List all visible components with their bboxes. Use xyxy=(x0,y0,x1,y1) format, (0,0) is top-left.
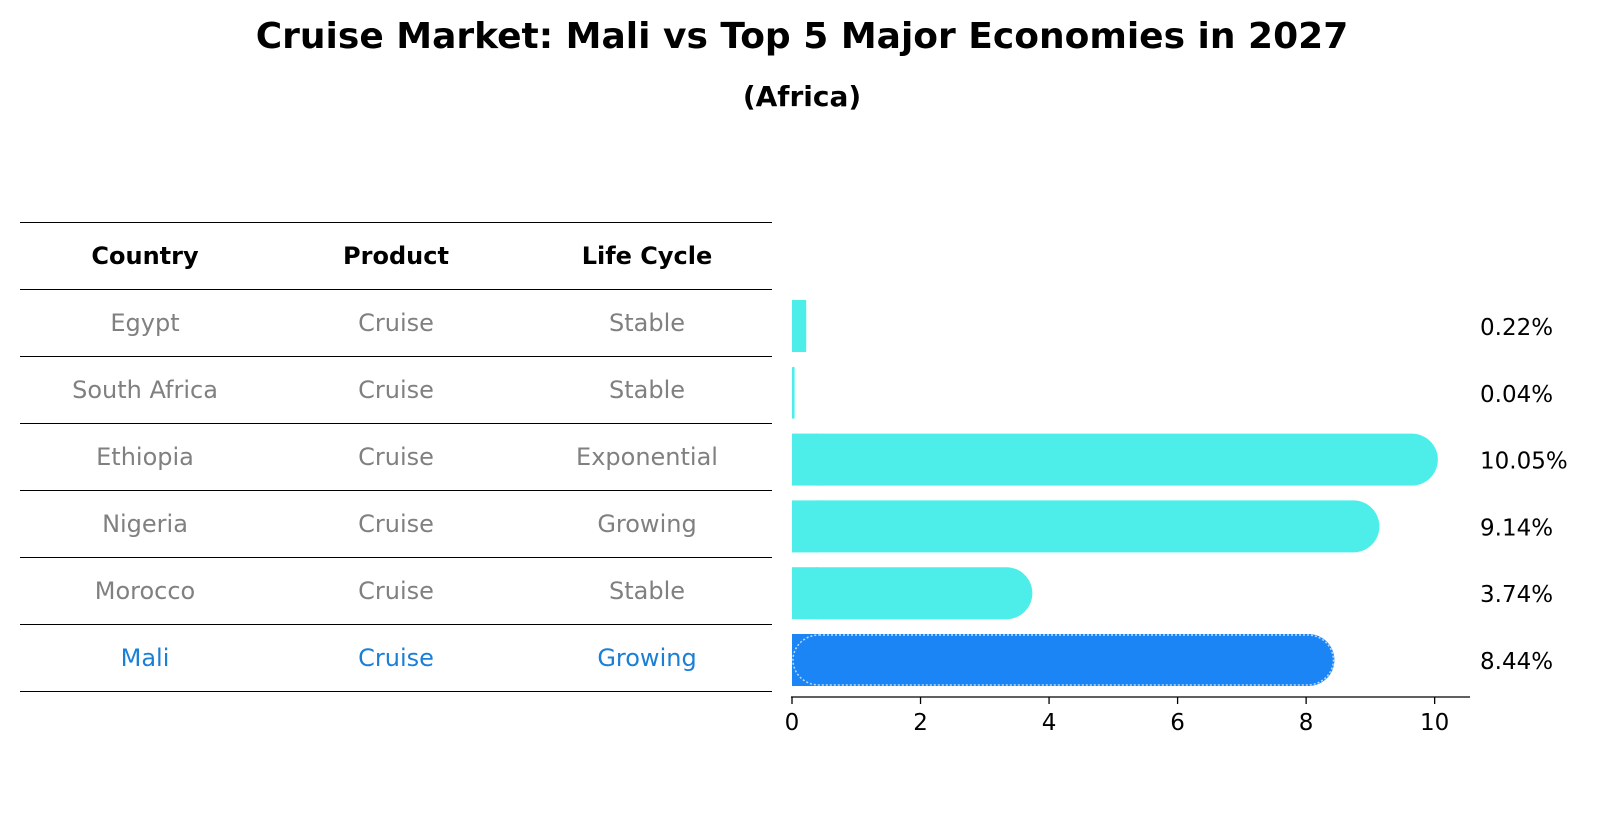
chart-subtitle: (Africa) xyxy=(742,80,862,113)
bar-nigeria xyxy=(792,500,1380,553)
bar-highlight-outline xyxy=(792,634,1335,686)
bar-left-edge xyxy=(792,634,818,686)
value-label: 9.14% xyxy=(1480,515,1553,541)
country-cell: Egypt xyxy=(110,309,180,337)
table-row-highlighted: Mali Cruise Growing xyxy=(20,624,772,692)
table-row: Egypt Cruise Stable xyxy=(20,289,772,356)
country-cell: South Africa xyxy=(72,376,218,404)
header-country: Country xyxy=(91,242,199,270)
header-life-cycle: Life Cycle xyxy=(581,242,713,270)
country-cell: Mali xyxy=(120,644,170,672)
country-table: Country Product Life Cycle Egypt Cruise … xyxy=(20,222,772,692)
table-row: Ethiopia Cruise Exponential xyxy=(20,423,772,490)
x-tick-label: 6 xyxy=(1170,710,1185,736)
value-label: 0.22% xyxy=(1480,315,1553,341)
x-tick-label: 0 xyxy=(785,710,800,736)
bar-ethiopia xyxy=(792,433,1438,486)
country-cell: Ethiopia xyxy=(96,443,194,471)
product-cell: Cruise xyxy=(358,644,434,672)
table-row: South Africa Cruise Stable xyxy=(20,356,772,423)
value-label: 8.44% xyxy=(1480,649,1553,675)
product-cell: Cruise xyxy=(358,577,434,605)
product-cell: Cruise xyxy=(358,510,434,538)
value-label: 3.74% xyxy=(1480,582,1553,608)
life-cycle-cell: Exponential xyxy=(576,443,718,471)
country-cell: Morocco xyxy=(94,577,196,605)
x-tick-label: 4 xyxy=(1042,710,1057,736)
bar-south-africa xyxy=(792,366,795,419)
life-cycle-cell: Growing xyxy=(597,510,697,538)
product-cell: Cruise xyxy=(358,309,434,337)
product-cell: Cruise xyxy=(358,443,434,471)
value-label: 10.05% xyxy=(1480,449,1568,475)
life-cycle-cell: Growing xyxy=(597,644,697,672)
x-tick-label: 2 xyxy=(913,710,928,736)
bar-morocco xyxy=(792,567,1033,620)
life-cycle-cell: Stable xyxy=(608,376,686,404)
table-row: Morocco Cruise Stable xyxy=(20,557,772,624)
x-tick-label: 8 xyxy=(1299,710,1314,736)
table-header-row: Country Product Life Cycle xyxy=(20,222,772,289)
life-cycle-cell: Stable xyxy=(608,577,686,605)
country-cell: Nigeria xyxy=(102,510,188,538)
life-cycle-cell: Stable xyxy=(608,309,686,337)
x-tick-label: 10 xyxy=(1420,710,1449,736)
bar-mali xyxy=(792,634,1335,686)
bar-left-edge xyxy=(792,500,818,553)
table-row: Nigeria Cruise Growing xyxy=(20,490,772,557)
header-product: Product xyxy=(343,242,449,270)
bar-left-edge xyxy=(792,300,807,352)
bar-left-edge xyxy=(792,567,818,620)
bar-left-edge xyxy=(792,433,818,486)
product-cell: Cruise xyxy=(358,376,434,404)
value-label: 0.04% xyxy=(1480,382,1553,408)
chart-title: Cruise Market: Mali vs Top 5 Major Econo… xyxy=(255,16,1349,57)
